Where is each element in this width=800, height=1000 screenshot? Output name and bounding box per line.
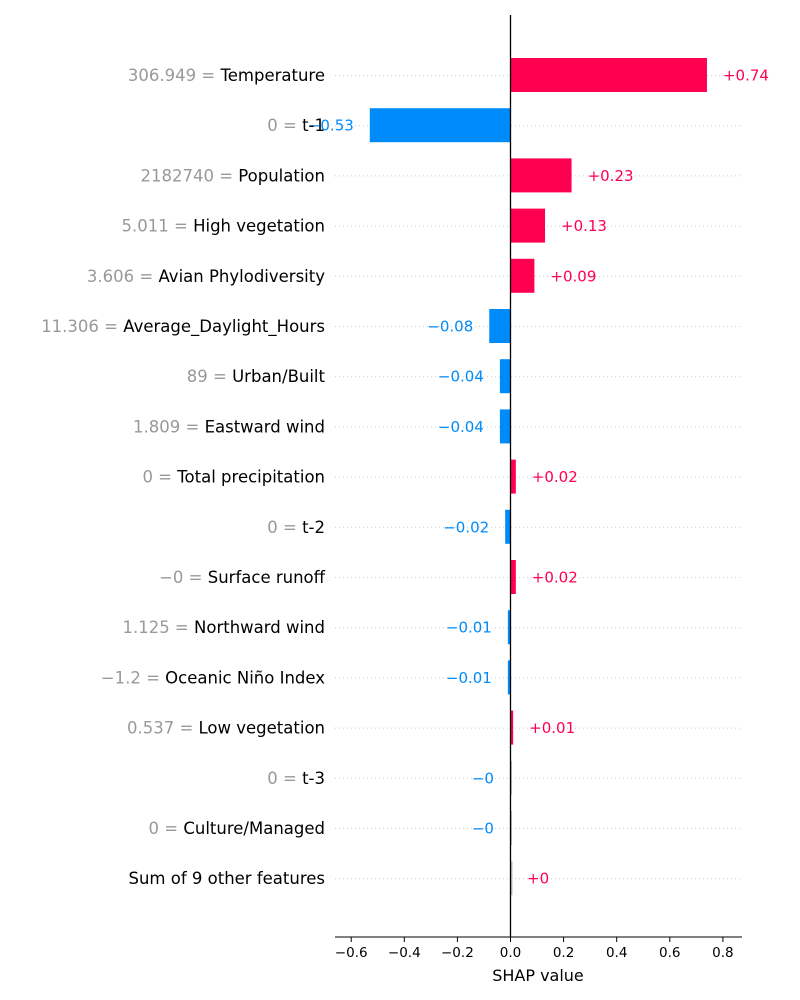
feature-name: Culture/Managed <box>183 819 325 838</box>
x-axis-label: SHAP value <box>492 966 584 985</box>
x-tick-label: 0.4 <box>606 945 627 961</box>
bar-value-label: −0.08 <box>427 318 473 336</box>
bar-value-label: +0.13 <box>561 217 607 235</box>
feature-name: Low vegetation <box>199 719 325 738</box>
feature-label: 0 = t-3 <box>267 769 325 788</box>
feature-label: 5.011 = High vegetation <box>122 217 325 236</box>
feature-name: t-2 <box>302 518 325 537</box>
feature-name: t-1 <box>302 116 325 135</box>
x-axis: −0.6 −0.4 −0.2 0.0 0.2 0.4 0.6 0.8 <box>335 15 742 961</box>
feature-value: 0.537 = <box>127 719 199 738</box>
feature-name: Northward wind <box>194 618 325 637</box>
feature-label: −1.2 = Oceanic Niño Index <box>101 668 325 687</box>
bar-value-label: −0.01 <box>446 619 492 637</box>
x-tick-label: 0.0 <box>500 945 521 961</box>
feature-value: 0 = <box>267 116 302 135</box>
feature-label: 0 = t-2 <box>267 518 325 537</box>
feature-value: 0 = <box>149 819 184 838</box>
feature-name: Sum of 9 other features <box>128 869 325 888</box>
bar <box>489 309 511 343</box>
bar <box>510 560 516 594</box>
feature-name: Total precipitation <box>176 468 325 487</box>
feature-label: Sum of 9 other features <box>128 869 325 888</box>
bar-value-label: −0.01 <box>446 669 492 687</box>
feature-label: 0.537 = Low vegetation <box>127 719 325 738</box>
bar <box>510 861 513 896</box>
feature-name: Avian Phylodiversity <box>158 267 325 286</box>
feature-name: Average_Daylight_Hours <box>123 317 325 337</box>
bar-value-label: +0.23 <box>588 167 634 185</box>
feature-value: 0 = <box>267 518 302 537</box>
bar-value-label: −0.04 <box>438 418 484 436</box>
x-tick-label: −0.4 <box>388 945 421 961</box>
feature-label: 1.125 = Northward wind <box>122 618 325 637</box>
feature-label: 3.606 = Avian Phylodiversity <box>87 267 325 286</box>
feature-value: 0 = <box>142 468 177 487</box>
bar-value-label: −0 <box>472 769 494 787</box>
feature-value: 2182740 = <box>140 166 238 185</box>
feature-value: −1.2 = <box>101 668 165 687</box>
feature-label: 0 = Culture/Managed <box>149 819 325 838</box>
feature-label: 2182740 = Population <box>140 166 325 185</box>
bar-value-label: +0.74 <box>723 67 769 85</box>
bar-value-label: +0.09 <box>550 267 596 285</box>
x-tick-label: −0.2 <box>441 945 474 961</box>
feature-labels: 306.949 = Temperature 0 = t-1 2182740 = Po… <box>41 66 325 888</box>
bars: +0.74 −0.53 +0.23 +0.13 +0.09 −0.08 −0.04 −0.04… <box>308 58 769 896</box>
feature-value: 11.306 = <box>41 317 123 336</box>
feature-name: Oceanic Niño Index <box>165 668 325 687</box>
bar-value-label: +0.02 <box>532 468 578 486</box>
feature-value: 306.949 = <box>128 66 221 85</box>
feature-value: 3.606 = <box>87 267 159 286</box>
feature-name: Population <box>238 166 325 185</box>
feature-value: 0 = <box>267 769 302 788</box>
bar <box>510 710 514 745</box>
feature-label: 1.809 = Eastward wind <box>133 417 325 436</box>
bar <box>510 459 516 494</box>
feature-name: Urban/Built <box>232 367 325 386</box>
bar-value-label: −0.02 <box>443 518 489 536</box>
bar-value-label: +0.02 <box>532 569 578 587</box>
feature-label: 306.949 = Temperature <box>128 66 325 85</box>
x-tick-label: 0.2 <box>553 945 574 961</box>
bar-value-label: −0 <box>472 820 494 838</box>
feature-name: Eastward wind <box>205 417 325 436</box>
feature-name: Surface runoff <box>208 568 326 587</box>
bar <box>505 509 511 544</box>
feature-value: −0 = <box>159 568 208 587</box>
x-tick-label: 0.8 <box>712 945 733 961</box>
bar <box>499 409 511 444</box>
bar <box>499 359 511 394</box>
bar <box>369 108 511 143</box>
bar <box>507 660 511 695</box>
feature-label: 0 = Total precipitation <box>142 468 325 487</box>
bar <box>510 208 546 243</box>
feature-value: 5.011 = <box>122 217 194 236</box>
bar-value-label: +0.01 <box>529 719 575 737</box>
feature-value: 1.809 = <box>133 417 205 436</box>
bar-value-label: −0.53 <box>308 117 354 135</box>
feature-label: 11.306 = Average_Daylight_Hours <box>41 317 325 337</box>
bar <box>507 610 511 645</box>
feature-name: Temperature <box>219 66 325 85</box>
feature-name: t-3 <box>302 769 325 788</box>
x-tick-label: −0.6 <box>335 945 368 961</box>
x-tick-label: 0.6 <box>659 945 680 961</box>
bar <box>510 158 572 193</box>
feature-label: 89 = Urban/Built <box>187 367 326 386</box>
feature-name: High vegetation <box>193 217 325 236</box>
feature-label: 0 = t-1 <box>267 116 325 135</box>
feature-value: 1.125 = <box>122 618 194 637</box>
bar-value-label: −0.04 <box>438 368 484 386</box>
feature-label: −0 = Surface runoff <box>159 568 326 587</box>
bar <box>510 258 535 293</box>
bar <box>510 58 707 92</box>
bar-value-label: +0 <box>527 870 549 888</box>
feature-value: 89 = <box>187 367 232 386</box>
